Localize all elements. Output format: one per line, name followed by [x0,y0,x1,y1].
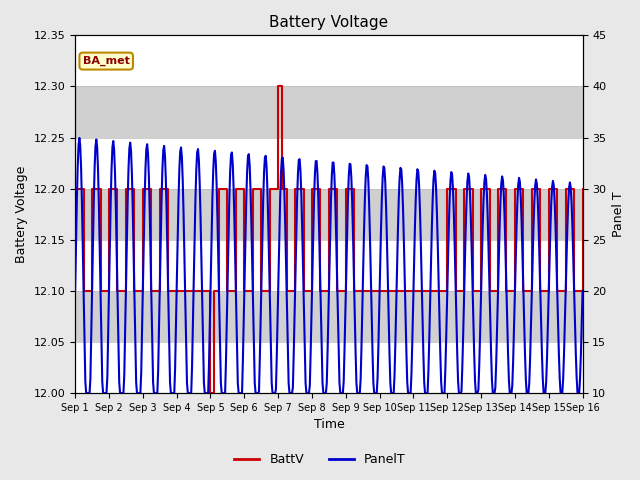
Bar [75,138,582,189]
Bar [75,36,582,86]
X-axis label: Time: Time [314,419,344,432]
Y-axis label: Panel T: Panel T [612,192,625,237]
Text: BA_met: BA_met [83,56,130,66]
Title: Battery Voltage: Battery Voltage [269,15,388,30]
Bar [75,86,582,138]
Y-axis label: Battery Voltage: Battery Voltage [15,166,28,263]
Bar [75,240,582,291]
Legend: BattV, PanelT: BattV, PanelT [229,448,411,471]
Bar [75,291,582,342]
Bar [75,342,582,393]
Bar [75,189,582,240]
